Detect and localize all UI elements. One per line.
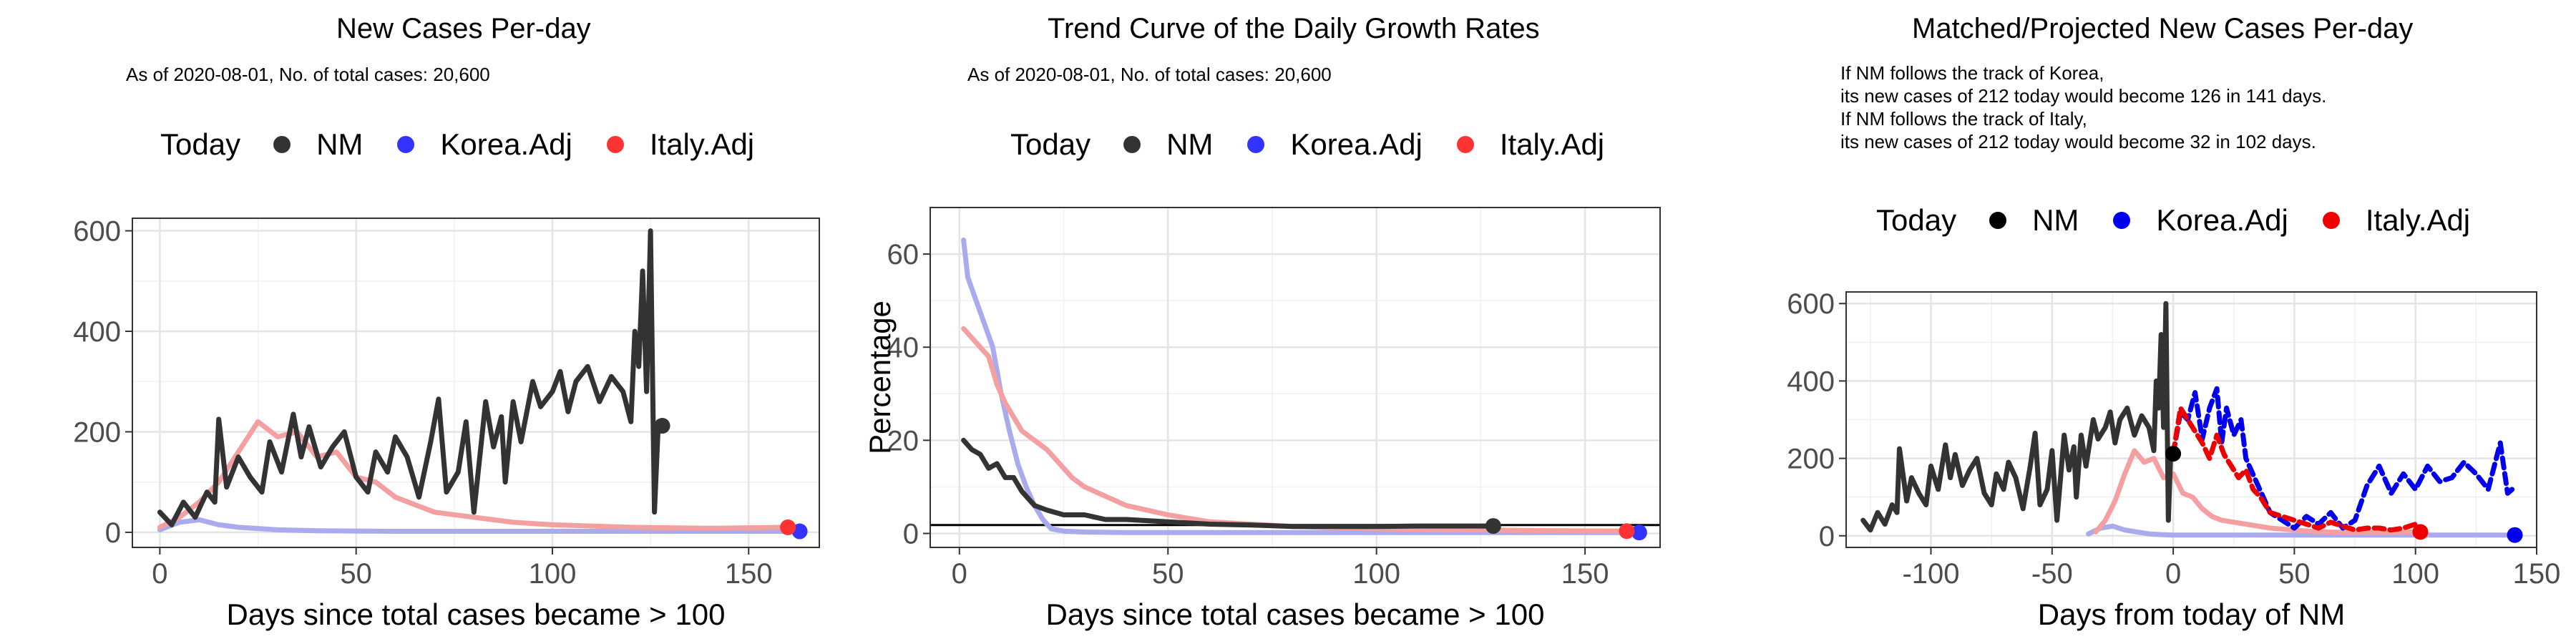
x-tick-label: 50 bbox=[2278, 558, 2311, 590]
x-tick-label: 100 bbox=[1352, 558, 1400, 590]
series-line-italy-adj bbox=[961, 326, 1629, 534]
y-tick-label: 600 bbox=[73, 216, 121, 248]
legend: Today NM Korea.Adj Italy.Adj bbox=[160, 127, 789, 162]
legend-title: Today bbox=[1876, 203, 1957, 237]
today-point-nm bbox=[654, 418, 670, 434]
x-tick-label: 0 bbox=[152, 558, 167, 590]
chart-subtitle: As of 2020-08-01, No. of total cases: 20… bbox=[967, 64, 1332, 85]
x-tick-label: -50 bbox=[2031, 558, 2073, 590]
legend-marker-nm bbox=[273, 136, 291, 153]
plot-frame bbox=[132, 218, 820, 548]
series-line-korea-adj bbox=[2086, 523, 2515, 538]
legend: Today NM Korea.Adj Italy.Adj bbox=[1010, 127, 1639, 162]
chart-title: New Cases Per-day bbox=[336, 13, 591, 44]
chart-title: Matched/Projected New Cases Per-day bbox=[1912, 13, 2414, 44]
legend: Today NM Korea.Adj Italy.Adj bbox=[1876, 203, 2504, 238]
legend-marker-nm bbox=[1989, 212, 2007, 229]
legend-title: Today bbox=[160, 127, 241, 161]
series-line-korea-adj bbox=[961, 238, 1642, 535]
x-tick-label: 0 bbox=[2165, 558, 2181, 590]
legend-marker-italy bbox=[1456, 136, 1474, 153]
x-tick-label: -100 bbox=[1902, 558, 1959, 590]
legend-label-italy: Italy.Adj bbox=[1499, 127, 1605, 161]
chart-subtitle: As of 2020-08-01, No. of total cases: 20… bbox=[126, 64, 490, 85]
y-tick-label: 0 bbox=[1819, 521, 1835, 552]
legend-label-nm: NM bbox=[2032, 203, 2079, 237]
x-tick-label: 50 bbox=[1152, 558, 1184, 590]
legend-title: Today bbox=[1010, 127, 1091, 161]
series-line-italy-adj bbox=[157, 419, 791, 531]
today-point-nm bbox=[1485, 518, 1501, 535]
legend-marker-italy bbox=[2322, 212, 2340, 229]
legend-label-korea: Korea.Adj bbox=[1290, 127, 1423, 161]
y-tick-label: 400 bbox=[73, 316, 121, 348]
x-axis-title: Days since total cases became > 100 bbox=[1046, 597, 1545, 631]
x-tick-label: 50 bbox=[340, 558, 372, 590]
y-axis-title: Percentage bbox=[863, 301, 897, 454]
today-point-korea-adj bbox=[1631, 525, 1647, 541]
plot-frame bbox=[930, 207, 1661, 548]
legend-label-korea: Korea.Adj bbox=[440, 127, 572, 161]
legend-label-korea: Korea.Adj bbox=[2156, 203, 2288, 237]
y-tick-label: 20 bbox=[887, 425, 919, 457]
legend-marker-italy bbox=[606, 136, 624, 153]
y-tick-label: 60 bbox=[887, 239, 919, 270]
today-point-italy-adj bbox=[1619, 523, 1635, 540]
legend-label-italy: Italy.Adj bbox=[2365, 203, 2471, 237]
x-tick-label: 100 bbox=[2391, 558, 2439, 590]
legend-marker-korea bbox=[397, 136, 415, 153]
chart-subtitle: If NM follows the track of Korea, its ne… bbox=[1840, 62, 2327, 152]
legend-marker-korea bbox=[1247, 136, 1265, 153]
x-tick-label: 100 bbox=[529, 558, 577, 590]
y-tick-label: 600 bbox=[1787, 288, 1835, 320]
y-tick-label: 40 bbox=[887, 332, 919, 364]
y-tick-label: 0 bbox=[105, 517, 121, 549]
legend-label-nm: NM bbox=[1166, 127, 1214, 161]
series-line-korea-adj bbox=[2170, 386, 2517, 531]
x-tick-label: 150 bbox=[725, 558, 773, 590]
legend-marker-korea bbox=[2113, 212, 2131, 229]
y-tick-label: 400 bbox=[1787, 366, 1835, 397]
x-axis-title: Days from today of NM bbox=[2038, 597, 2345, 631]
series-line-korea-adj bbox=[157, 517, 803, 534]
panel-projected-cases: Matched/Projected New Cases Per-day If N… bbox=[1717, 0, 2576, 644]
series-line-italy-adj bbox=[2170, 405, 2423, 533]
legend-label-italy: Italy.Adj bbox=[649, 127, 755, 161]
series-line-nm bbox=[961, 437, 1496, 530]
chart-title: Trend Curve of the Daily Growth Rates bbox=[1048, 13, 1540, 44]
today-point-korea-adj bbox=[2507, 527, 2523, 543]
plot-new-cases: 0 50 100 150 0 200 400 600 Days since total case… bbox=[73, 216, 820, 631]
today-point-italy-adj bbox=[2412, 524, 2429, 540]
legend-label-nm: NM bbox=[316, 127, 364, 161]
series-line-nm bbox=[1860, 301, 2176, 533]
panel-growth-rates: Trend Curve of the Daily Growth Rates As… bbox=[859, 0, 1717, 644]
x-tick-label: 150 bbox=[1561, 558, 1609, 590]
y-tick-label: 0 bbox=[903, 518, 919, 550]
x-axis-title: Days since total cases became > 100 bbox=[227, 597, 726, 631]
x-tick-label: 0 bbox=[952, 558, 967, 590]
y-tick-label: 200 bbox=[73, 416, 121, 448]
today-point-nm bbox=[2165, 446, 2182, 462]
panel-new-cases: New Cases Per-day As of 2020-08-01, No. … bbox=[0, 0, 859, 644]
legend-marker-nm bbox=[1123, 136, 1141, 153]
y-tick-label: 200 bbox=[1787, 444, 1835, 475]
series-line-nm bbox=[157, 228, 665, 527]
plot-frame bbox=[1845, 291, 2537, 548]
series-line-italy-adj bbox=[2093, 448, 2419, 535]
x-tick-label: 150 bbox=[2513, 558, 2561, 590]
today-point-italy-adj bbox=[780, 519, 796, 535]
plot-growth-rates: 0 50 100 150 0 20 40 60 Days since total cases b… bbox=[863, 207, 1661, 631]
plot-projected-cases: -100 -50 0 50 100 150 0 200 400 600 Days from toda… bbox=[1787, 288, 2561, 631]
